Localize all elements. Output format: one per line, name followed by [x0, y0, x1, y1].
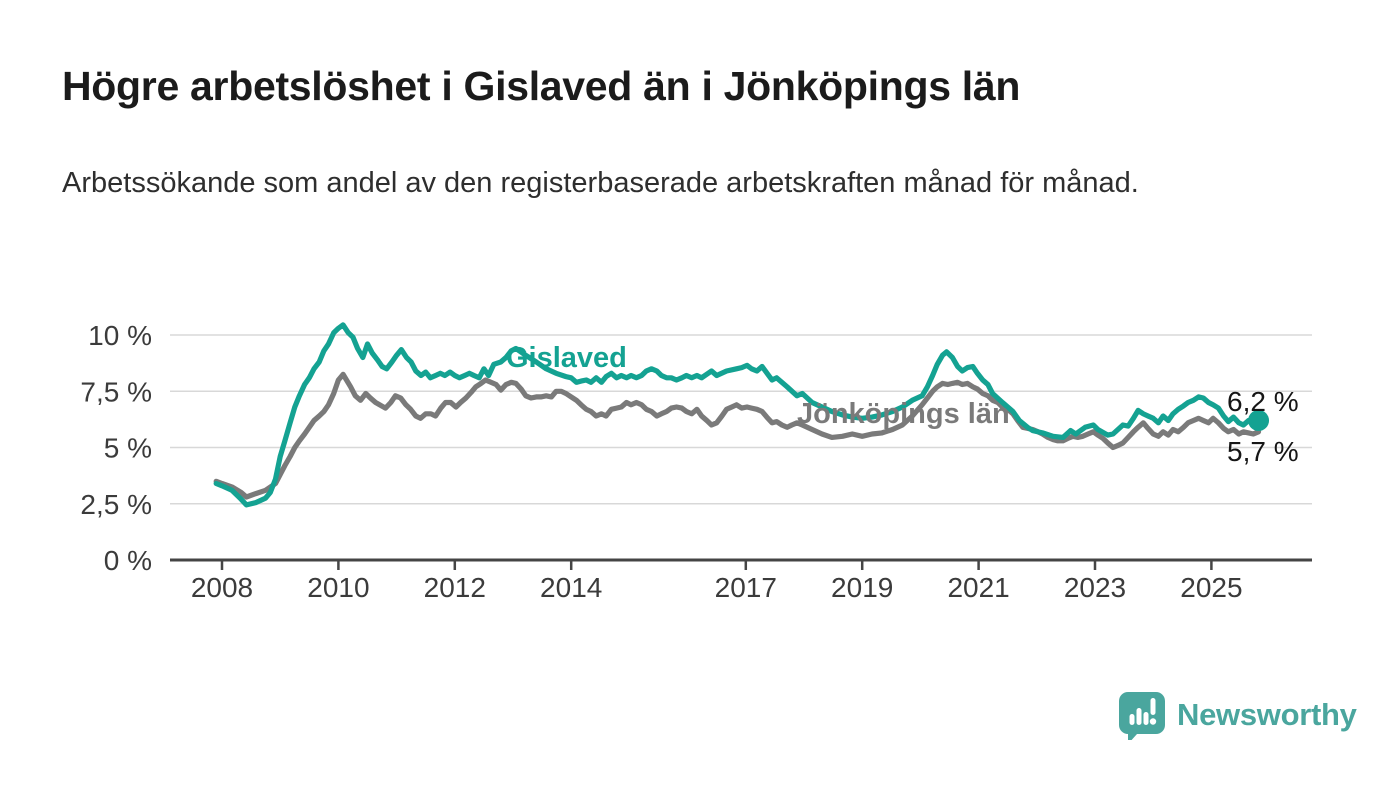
x-axis-tick-label: 2014: [540, 572, 602, 603]
x-axis-tick-label: 2023: [1064, 572, 1126, 603]
y-axis-tick-label: 5 %: [104, 433, 152, 464]
series-end-dot-gislaved: [1248, 410, 1270, 431]
end-value-gislaved: 6,2 %: [1227, 386, 1299, 417]
bar-chart-speech-bubble-icon: [1119, 692, 1165, 740]
chart-subtitle: Arbetssökande som andel av den registerb…: [62, 167, 1139, 199]
y-axis-tick-label: 7,5 %: [80, 376, 152, 407]
x-axis-tick-label: 2017: [715, 572, 777, 603]
x-axis-tick-label: 2012: [424, 572, 486, 603]
y-axis-tick-label: 2,5 %: [80, 489, 152, 520]
y-axis-tick-label: 0 %: [104, 545, 152, 576]
series-line-j-nk-pings-l-n: [213, 371, 1262, 500]
chart-title: Högre arbetslöshet i Gislaved än i Jönkö…: [62, 63, 1021, 109]
x-axis-tick-label: 2019: [831, 572, 893, 603]
series-line-gislaved: [213, 322, 1262, 508]
series-label-gislaved: Gislaved: [506, 342, 627, 374]
x-axis-tick-label: 2021: [947, 572, 1009, 603]
series-label-jonkopings-lan: Jönköpings län: [797, 398, 1010, 430]
x-axis-tick-label: 2010: [307, 572, 369, 603]
y-axis-tick-label: 10 %: [88, 320, 152, 351]
newsworthy-logo-text: Newsworthy: [1177, 697, 1357, 732]
newsworthy-logo: Newsworthy: [1118, 690, 1357, 740]
x-axis-tick-label: 2025: [1180, 572, 1242, 603]
end-value-jonkopings-lan: 5,7 %: [1227, 436, 1299, 467]
x-axis-tick-label: 2008: [191, 572, 253, 603]
